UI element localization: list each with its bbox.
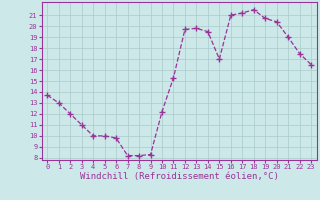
X-axis label: Windchill (Refroidissement éolien,°C): Windchill (Refroidissement éolien,°C) — [80, 172, 279, 181]
